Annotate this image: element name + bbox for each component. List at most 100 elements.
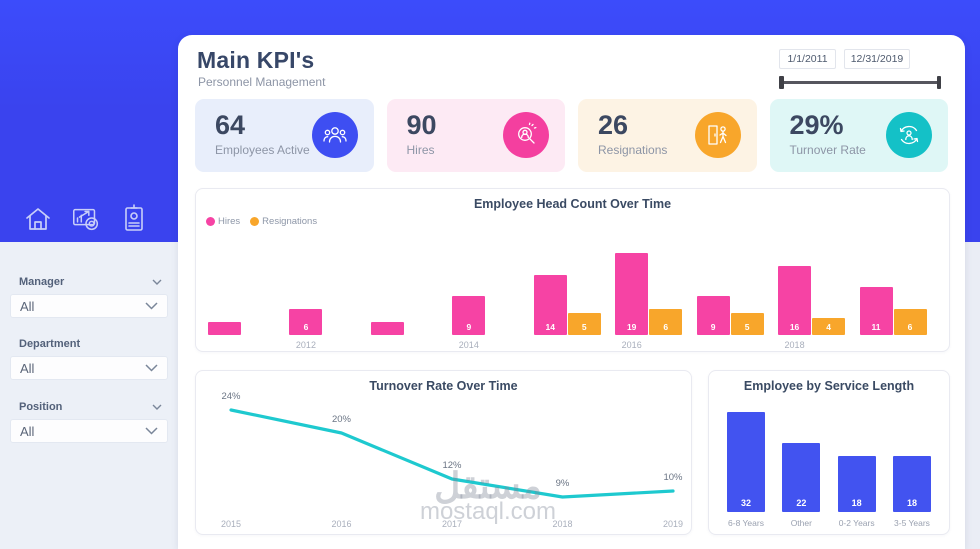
service-length-chart-card: Employee by Service Length 32 6-8 Years 22… bbox=[708, 370, 950, 535]
x-tick-2019: 2019 bbox=[662, 519, 684, 529]
kpi-turnover-rate[interactable]: 29% Turnover Rate bbox=[769, 99, 948, 172]
x-tick-2014: 2014 bbox=[458, 340, 479, 350]
bar-0-2-years[interactable]: 18 bbox=[837, 456, 876, 512]
kpi-value: 29% bbox=[789, 110, 844, 140]
kpi-value: 26 bbox=[598, 110, 629, 140]
hire-search-icon bbox=[503, 112, 549, 158]
x-tick-2016: 2016 bbox=[331, 519, 352, 529]
bar-hires-2011[interactable] bbox=[208, 322, 241, 335]
chevron-down-icon[interactable] bbox=[152, 279, 162, 285]
bar-hires-2017[interactable]: 9 bbox=[696, 296, 730, 335]
date-start-input[interactable]: 1/1/2011 bbox=[779, 49, 836, 69]
date-range-slider[interactable] bbox=[779, 75, 941, 89]
filter-department: Department All bbox=[10, 336, 168, 380]
bar-3-5-years[interactable]: 18 bbox=[892, 456, 931, 512]
chevron-down-icon bbox=[145, 364, 158, 372]
kpi-employees-active[interactable]: 64 Employees Active bbox=[195, 99, 374, 172]
turnover-line-svg bbox=[229, 408, 675, 499]
page-subtitle: Personnel Management bbox=[198, 75, 326, 89]
kpi-label: Hires bbox=[406, 143, 435, 157]
chevron-down-icon bbox=[145, 302, 158, 310]
position-dropdown[interactable]: All bbox=[10, 419, 168, 443]
date-end-input[interactable]: 12/31/2019 bbox=[844, 49, 910, 69]
turnover-cycle-icon bbox=[886, 112, 932, 158]
legend-dot-hires bbox=[206, 217, 215, 226]
kpi-hires[interactable]: 90 Hires bbox=[386, 99, 565, 172]
id-card-icon[interactable] bbox=[118, 200, 150, 238]
point-label-2018: 9% bbox=[555, 478, 570, 489]
manager-dropdown[interactable]: All bbox=[10, 294, 168, 318]
x-tick-2016: 2016 bbox=[621, 340, 642, 350]
bar-value-label: 19 bbox=[626, 322, 637, 332]
filter-panel: Manager All Department All Position All bbox=[0, 242, 178, 549]
bar-value-label: 9 bbox=[466, 322, 472, 332]
point-label-2016: 20% bbox=[331, 414, 351, 425]
slider-handle-left[interactable] bbox=[779, 76, 784, 89]
bar-resignations-2015[interactable]: 5 bbox=[567, 313, 601, 335]
bar-hires-2018[interactable]: 16 bbox=[778, 266, 812, 335]
chevron-down-icon[interactable] bbox=[152, 404, 162, 410]
bar-value-label: 6 bbox=[303, 322, 309, 332]
bar-resignations-2017[interactable]: 5 bbox=[730, 313, 764, 335]
bar-resignations-2018[interactable]: 4 bbox=[812, 318, 846, 335]
kpi-value: 90 bbox=[406, 110, 437, 140]
dropdown-value: All bbox=[20, 360, 35, 376]
filter-position: Position All bbox=[10, 399, 168, 443]
x-tick-label: 3-5 Years bbox=[894, 518, 930, 528]
bar-value-label: 16 bbox=[789, 322, 800, 332]
chart-legend: Hires Resignations bbox=[206, 216, 317, 227]
bar-hires-2015[interactable]: 14 bbox=[533, 275, 567, 335]
kpi-label: Resignations bbox=[598, 143, 668, 157]
chart-title: Turnover Rate Over Time bbox=[369, 379, 518, 393]
legend-resignations[interactable]: Resignations bbox=[250, 216, 317, 227]
report-chart-icon[interactable] bbox=[70, 200, 102, 238]
bar-group-2018: 16 4 2018 bbox=[776, 233, 857, 351]
bar-hires-2016[interactable]: 19 bbox=[615, 253, 649, 335]
bar-hires-2019[interactable]: 11 bbox=[859, 287, 893, 335]
filter-label: Department bbox=[19, 338, 81, 350]
bar-hires-2012[interactable]: 6 bbox=[289, 309, 323, 335]
x-tick-2017: 2017 bbox=[441, 519, 463, 529]
turnover-chart-card: Turnover Rate Over Time 24% 2015 20% 2016 12… bbox=[195, 370, 692, 535]
x-tick-2015: 2015 bbox=[220, 519, 242, 529]
home-icon[interactable] bbox=[22, 200, 54, 238]
kpi-resignations[interactable]: 26 Resignations bbox=[578, 99, 757, 172]
turnover-line[interactable] bbox=[229, 408, 675, 499]
bar-value-label: 32 bbox=[740, 498, 751, 508]
service-group: 22 Other bbox=[778, 407, 824, 534]
bar-6-8-years[interactable]: 32 bbox=[727, 412, 765, 512]
legend-dot-resignations bbox=[250, 217, 260, 226]
bar-value-label: 14 bbox=[545, 322, 555, 332]
headcount-chart-card: Employee Head Count Over Time Hires Resi… bbox=[195, 188, 950, 352]
bar-resignations-2016[interactable]: 6 bbox=[649, 309, 683, 335]
filter-label: Manager bbox=[19, 276, 65, 288]
service-group: 18 3-5 Years bbox=[889, 407, 935, 534]
legend-label: Resignations bbox=[262, 216, 318, 227]
department-dropdown[interactable]: All bbox=[10, 356, 168, 380]
legend-hires[interactable]: Hires bbox=[206, 216, 240, 227]
bar-other[interactable]: 22 bbox=[782, 443, 821, 512]
bar-value-label: 9 bbox=[710, 322, 716, 332]
legend-label: Hires bbox=[218, 216, 241, 227]
bar-resignations-2019[interactable]: 6 bbox=[893, 309, 927, 335]
bar-group-2011 bbox=[206, 233, 287, 351]
x-tick-2018: 2018 bbox=[784, 340, 805, 350]
bar-hires-2014[interactable]: 9 bbox=[452, 296, 486, 335]
bar-value-label: 4 bbox=[826, 322, 831, 332]
bar-hires-2013[interactable] bbox=[370, 322, 404, 335]
x-tick-label: 6-8 Years bbox=[728, 518, 764, 528]
resignation-door-icon bbox=[694, 112, 741, 158]
main-dashboard-card: Main KPI's Personnel Management 1/1/2011… bbox=[178, 35, 965, 549]
bar-value-label: 18 bbox=[851, 498, 862, 508]
bar-group-2014: 9 2014 bbox=[450, 233, 531, 351]
service-group: 32 6-8 Years bbox=[723, 407, 769, 534]
slider-handle-right[interactable] bbox=[937, 76, 941, 89]
x-tick-2012: 2012 bbox=[295, 340, 316, 350]
point-label-2015: 24% bbox=[221, 391, 241, 402]
bar-value-label: 11 bbox=[871, 322, 881, 332]
kpi-row: 64 Employees Active 90 Hires bbox=[195, 99, 948, 172]
bar-value-label: 18 bbox=[906, 498, 917, 508]
chevron-down-icon bbox=[145, 427, 158, 435]
x-tick-label: 0-2 Years bbox=[838, 518, 875, 528]
bar-value-label: 5 bbox=[581, 322, 587, 332]
